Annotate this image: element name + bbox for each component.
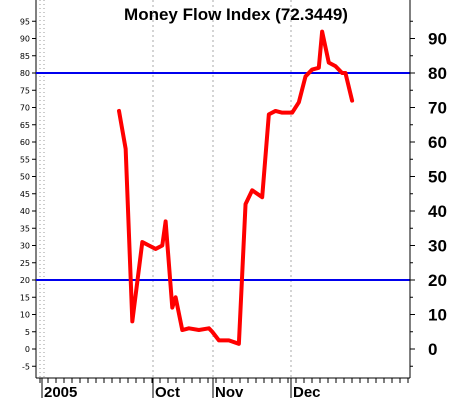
right-tick-label: 20 bbox=[428, 271, 447, 290]
left-tick-label: 65 bbox=[20, 121, 30, 130]
left-tick-label: 45 bbox=[20, 190, 30, 199]
left-tick-label: 20 bbox=[20, 276, 30, 285]
mfi-series-points bbox=[117, 30, 354, 346]
mfi-data-point bbox=[147, 244, 151, 247]
mfi-data-point bbox=[174, 295, 178, 299]
mfi-data-point bbox=[244, 202, 248, 206]
left-tick-label: 85 bbox=[20, 52, 30, 61]
chart-title: Money Flow Index (72.3449) bbox=[124, 5, 348, 24]
mfi-data-point bbox=[317, 66, 321, 70]
reference-lines bbox=[36, 72, 410, 281]
left-tick-label: 80 bbox=[20, 69, 30, 78]
mfi-data-point bbox=[197, 328, 201, 332]
mfi-data-point bbox=[250, 188, 254, 192]
mfi-data-point bbox=[154, 247, 158, 251]
mfi-data-point bbox=[187, 326, 191, 330]
right-tick-label: 90 bbox=[428, 30, 447, 49]
left-tick-label: 35 bbox=[20, 224, 30, 233]
mfi-data-point bbox=[130, 319, 134, 323]
left-tick-label: 75 bbox=[20, 86, 30, 95]
right-tick-label: 60 bbox=[428, 133, 447, 152]
mfi-data-point bbox=[280, 111, 284, 115]
mfi-data-point bbox=[227, 338, 231, 342]
mfi-data-point bbox=[124, 147, 128, 151]
mfi-data-point bbox=[274, 109, 278, 113]
left-tick-label: 0 bbox=[25, 345, 30, 354]
mfi-data-point bbox=[140, 240, 144, 244]
left-tick-label: 30 bbox=[20, 242, 30, 251]
mfi-data-point bbox=[117, 109, 121, 113]
left-tick-label: 40 bbox=[20, 207, 30, 216]
right-tick-label: 80 bbox=[428, 64, 447, 83]
right-tick-label: 70 bbox=[428, 99, 447, 118]
mfi-data-point bbox=[340, 71, 344, 75]
mfi-data-point bbox=[180, 328, 184, 332]
bottom-axis: 2005 Oct Nov Dec bbox=[36, 377, 410, 401]
right-axis: 0 10 20 30 40 50 60 70 80 90 bbox=[410, 20, 447, 367]
mfi-data-point bbox=[267, 112, 271, 116]
mfi-data-point bbox=[170, 306, 174, 310]
left-tick-label: 60 bbox=[20, 138, 30, 147]
mfi-data-point bbox=[303, 74, 307, 78]
mfi-data-point bbox=[207, 326, 211, 330]
left-tick-label: 95 bbox=[20, 17, 30, 26]
vertical-grid bbox=[152, 0, 292, 378]
mfi-data-point bbox=[164, 219, 168, 223]
mfi-data-point bbox=[343, 71, 347, 75]
right-tick-label: 40 bbox=[428, 202, 447, 221]
left-tick-label: 90 bbox=[20, 35, 30, 44]
left-tick-label: 50 bbox=[20, 173, 30, 182]
left-tick-label: 25 bbox=[20, 259, 30, 268]
left-tick-label: 55 bbox=[20, 155, 30, 164]
x-axis-label: Oct bbox=[155, 384, 180, 401]
left-tick-label: 15 bbox=[20, 293, 30, 302]
mfi-data-point bbox=[290, 111, 294, 115]
left-tick-label: 70 bbox=[20, 104, 30, 113]
mfi-data-point bbox=[237, 342, 241, 346]
right-tick-label: 50 bbox=[428, 168, 447, 187]
mfi-data-point bbox=[310, 68, 314, 72]
left-tick-label: 10 bbox=[20, 311, 30, 320]
mfi-data-point bbox=[260, 195, 264, 199]
right-tick-label: 10 bbox=[428, 306, 447, 325]
mfi-data-point bbox=[210, 330, 214, 334]
left-axis: -5 0 5 10 15 20 25 30 35 40 45 50 55 60 65 70 75 80 85 90 95 bbox=[20, 0, 45, 378]
right-tick-label: 30 bbox=[428, 237, 447, 256]
left-tick-label: 5 bbox=[25, 328, 30, 337]
mfi-data-point bbox=[350, 99, 354, 103]
mfi-data-point bbox=[297, 100, 301, 104]
right-tick-label: 0 bbox=[428, 340, 437, 359]
mfi-data-point bbox=[160, 244, 164, 247]
mfi-data-point bbox=[217, 338, 221, 342]
mfi-data-point bbox=[333, 64, 337, 68]
x-axis-label: Nov bbox=[215, 384, 244, 401]
x-axis-label: 2005 bbox=[44, 384, 77, 401]
left-tick-label: -5 bbox=[22, 362, 30, 371]
mfi-data-point bbox=[320, 30, 324, 34]
x-axis-label: Dec bbox=[293, 384, 321, 401]
mfi-data-point bbox=[327, 61, 331, 65]
